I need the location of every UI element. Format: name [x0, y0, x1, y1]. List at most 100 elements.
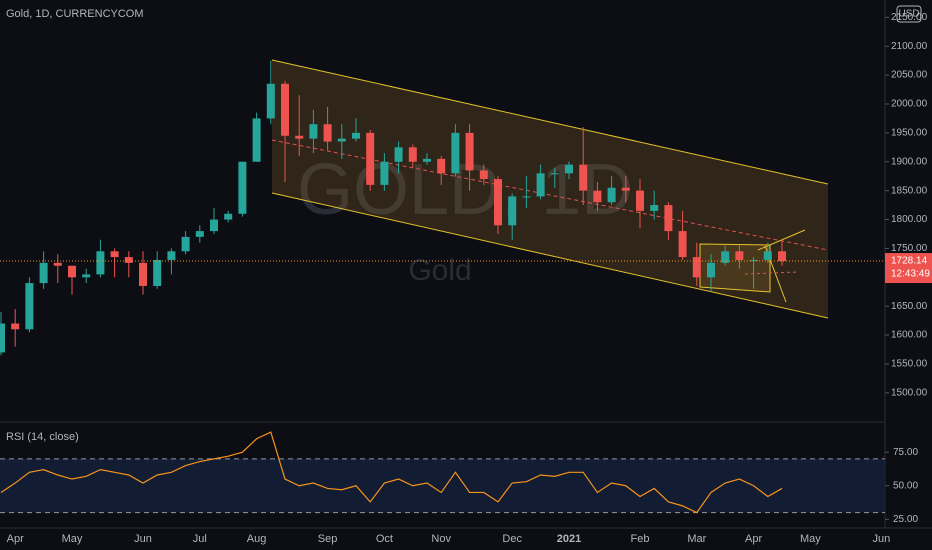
x-tick-label: Sep: [318, 533, 338, 545]
candle-body: [522, 196, 531, 198]
x-tick-label: Oct: [376, 533, 393, 545]
y-tick-label: 1650.00: [891, 301, 928, 312]
chart-title: Gold, 1D, CURRENCYCOM: [6, 8, 144, 20]
watermark-subtitle: Gold: [408, 254, 471, 287]
y-tick-label: 75.00: [893, 447, 918, 458]
x-tick-label: Nov: [431, 533, 451, 545]
candle-body: [494, 179, 502, 226]
candle-body: [295, 135, 304, 139]
channel-fill: [272, 60, 828, 318]
x-tick-label: 2021: [557, 533, 581, 545]
candle-body: [465, 132, 474, 171]
candle-body: [238, 161, 247, 214]
x-tick-label: Jun: [134, 533, 152, 545]
candle-body: [68, 265, 76, 278]
y-tick-label: 1600.00: [891, 330, 928, 341]
candle-body: [664, 205, 673, 232]
y-tick-label: 50.00: [893, 480, 918, 491]
x-tick-label: Apr: [745, 533, 762, 545]
candle-body: [11, 323, 20, 330]
candle-body: [579, 164, 588, 191]
candle-body: [763, 251, 772, 260]
candle-body: [423, 158, 431, 162]
candle-body: [153, 259, 162, 286]
x-tick-label: May: [800, 533, 821, 545]
y-tick-label: 1500.00: [891, 387, 928, 398]
y-tick-label: 1850.00: [891, 185, 928, 196]
y-tick-label: 2150.00: [891, 12, 928, 23]
y-tick-label: 1550.00: [891, 359, 928, 370]
countdown: 12:43:49: [891, 269, 930, 280]
candle-body: [550, 173, 559, 175]
currency-box[interactable]: [896, 5, 922, 23]
candle-body: [479, 170, 488, 180]
rsi-title: RSI (14, close): [6, 431, 79, 443]
y-tick-label: 1950.00: [891, 128, 928, 139]
candle-body: [195, 231, 204, 237]
candle-body: [735, 251, 744, 260]
candle-body: [394, 147, 403, 162]
candle-body: [181, 236, 190, 252]
y-tick-label: 1900.00: [891, 156, 928, 167]
y-tick-label: 2000.00: [891, 99, 928, 110]
x-tick-label: Dec: [502, 533, 522, 545]
candle-body: [266, 83, 275, 119]
watermark: GOLD, 1D: [297, 150, 633, 230]
candle-body: [636, 190, 644, 211]
currency[interactable]: USD: [898, 9, 919, 20]
candle-body: [323, 124, 332, 142]
candle-body: [721, 251, 730, 263]
last-price-box: [885, 253, 932, 284]
candle-body: [139, 262, 147, 286]
y-tick-label: 25.00: [893, 514, 918, 525]
candle-body: [607, 187, 616, 203]
candle-body: [678, 231, 687, 258]
candle-body: [366, 132, 375, 185]
candle-body: [124, 257, 133, 263]
candle-body: [749, 259, 758, 261]
candle-body: [778, 251, 786, 262]
candle-body: [650, 205, 659, 211]
candle-body: [309, 124, 318, 139]
candle-body: [408, 147, 417, 162]
y-tick-label: 2100.00: [891, 41, 928, 52]
x-tick-label: Feb: [631, 533, 650, 545]
x-tick-label: Aug: [247, 533, 267, 545]
candle-body: [25, 283, 34, 330]
candle-body: [565, 164, 573, 174]
x-tick-label: Jun: [873, 533, 891, 545]
x-tick-label: May: [62, 533, 83, 545]
candle-body: [707, 262, 715, 278]
candle-body: [210, 219, 218, 232]
candle-body: [281, 83, 289, 136]
channel-mid: [271, 139, 829, 251]
candle-body: [252, 118, 261, 162]
candle-body: [352, 132, 360, 139]
candle-body: [508, 196, 517, 226]
candle-body: [380, 161, 389, 185]
rsi-line: [0, 431, 783, 514]
candle-body: [0, 323, 5, 353]
last-price-label: 1728.14: [891, 256, 928, 267]
candle-body: [167, 251, 176, 260]
x-tick-label: Mar: [687, 533, 706, 545]
candle-body: [110, 251, 119, 258]
candle-body: [621, 187, 630, 191]
x-tick-label: Jul: [193, 533, 207, 545]
channel-top: [271, 59, 829, 185]
candle-body: [437, 158, 446, 174]
candle-body: [692, 257, 701, 278]
rsi-band: [0, 458, 885, 513]
candle-body: [451, 132, 460, 174]
candle-body: [96, 251, 105, 275]
candle-body: [593, 190, 602, 203]
candle-body: [53, 262, 62, 266]
y-tick-label: 2050.00: [891, 70, 928, 81]
candle-body: [82, 274, 91, 278]
x-tick-label: Apr: [7, 533, 24, 545]
channel-bottom: [271, 192, 829, 319]
y-tick-label: 1800.00: [891, 214, 928, 225]
y-tick-label: 1750.00: [891, 243, 928, 254]
candle-body: [39, 262, 48, 284]
